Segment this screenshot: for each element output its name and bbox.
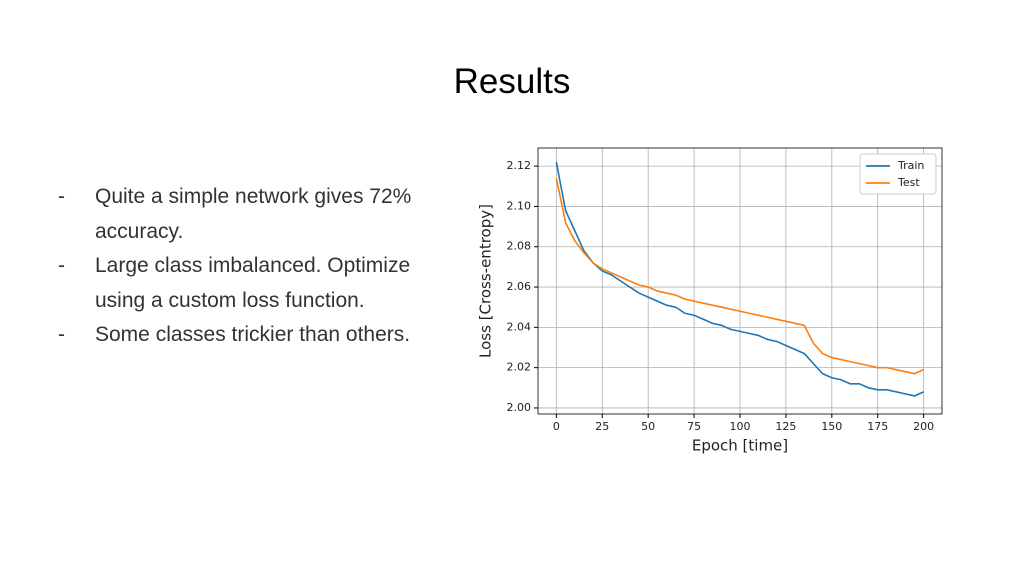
x-tick-label: 175	[867, 420, 888, 433]
bullet-marker: -	[58, 323, 65, 346]
bullet-text: Large class imbalanced. Optimize using a…	[95, 254, 411, 312]
slide-title: Results	[453, 62, 571, 101]
x-tick-label: 0	[553, 420, 560, 433]
bullet: - Large class imbalanced. Optimize using …	[58, 249, 438, 318]
bullet-marker: -	[58, 254, 65, 277]
y-tick-label: 2.12	[507, 159, 532, 172]
x-tick-label: 100	[730, 420, 751, 433]
bullet: - Some classes trickier than others.	[58, 318, 438, 353]
bullet-marker: -	[58, 185, 65, 208]
y-tick-label: 2.06	[507, 280, 532, 293]
y-tick-label: 2.10	[507, 199, 532, 212]
legend-label: Train	[897, 159, 924, 172]
plot-frame	[537, 147, 943, 415]
bullet-text: Quite a simple network gives 72% accurac…	[95, 185, 412, 243]
y-tick-label: 2.08	[507, 240, 532, 253]
y-tick-label: 2.00	[507, 401, 532, 414]
x-tick-label: 75	[687, 420, 701, 433]
chart: 2.00 2.02 2.04 2.06 2.08 2.10 2.12 0 25 50 75 100 12…	[477, 147, 943, 455]
series-line	[555, 178, 924, 375]
legend-box	[859, 153, 937, 195]
y-axis-label: Loss [Cross-entropy]	[477, 204, 495, 358]
x-tick-label: 25	[595, 420, 609, 433]
y-tick-label: 2.04	[507, 320, 532, 333]
bullet: - Quite a simple network gives 72% accura…	[58, 180, 438, 249]
y-tick-label: 2.02	[507, 361, 532, 374]
x-tick-label: 125	[775, 420, 796, 433]
legend-label: Test	[897, 176, 920, 189]
series-line	[555, 161, 924, 397]
x-axis-label: Epoch [time]	[692, 437, 788, 455]
bullet-list: - Quite a simple network gives 72% accura…	[58, 180, 438, 353]
x-tick-label: 200	[913, 420, 934, 433]
x-tick-label: 50	[641, 420, 655, 433]
bullet-text: Some classes trickier than others.	[95, 323, 411, 346]
x-tick-label: 150	[821, 420, 842, 433]
